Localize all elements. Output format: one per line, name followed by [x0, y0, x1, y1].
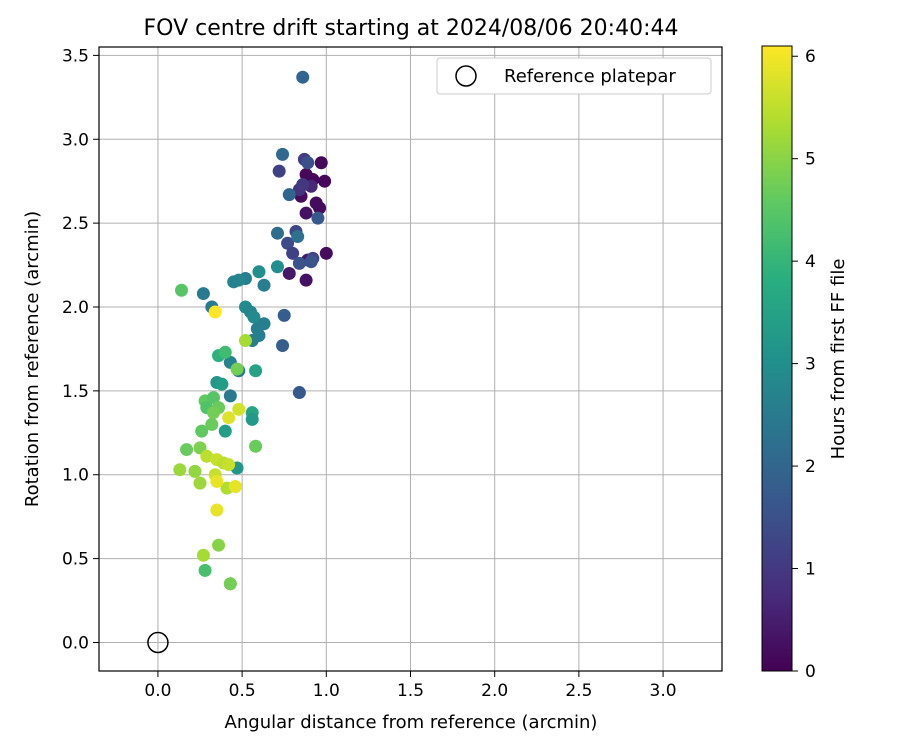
scatter-point [238, 334, 252, 348]
scatter-point [200, 449, 214, 463]
scatter-point [196, 548, 210, 562]
colorbar-tick-label: 4 [805, 252, 816, 272]
legend: Reference platepar [436, 57, 712, 95]
scatter-point [270, 226, 284, 240]
scatter-point [282, 188, 296, 202]
colorbar: 0 1 2 3 4 5 6 Hours from first FF file [761, 45, 849, 682]
scatter-point [205, 417, 219, 431]
y-tick-label: 0.5 [62, 550, 89, 570]
x-axis-label: Angular distance from reference (arcmin) [225, 712, 598, 733]
x-tick-label: 0.5 [229, 681, 256, 701]
legend-box [436, 57, 712, 95]
scatter-point [314, 156, 328, 170]
scatter-point [282, 266, 296, 280]
x-tick-label: 1.0 [313, 681, 340, 701]
scatter-point [195, 424, 209, 438]
scatter-point [270, 260, 284, 274]
scatter-point [232, 402, 246, 416]
scatter-point [222, 411, 236, 425]
scatter-point [208, 305, 222, 319]
scatter-point [223, 577, 237, 591]
scatter-point [193, 476, 207, 490]
scatter-point [257, 278, 271, 292]
y-tick-label: 2.0 [62, 298, 89, 318]
scatter-point [210, 474, 224, 488]
scatter-point [223, 389, 237, 403]
scatter-point [218, 345, 232, 359]
colorbar-tick-label: 6 [805, 47, 816, 67]
scatter-point [252, 265, 266, 279]
scatter-point [196, 287, 210, 301]
y-tick-label: 1.0 [62, 466, 89, 486]
scatter-point [281, 236, 295, 250]
y-axis-ticks: 0.0 0.5 1.0 1.5 2.0 2.5 3.0 3.5 [62, 46, 99, 653]
scatter-point [228, 479, 242, 493]
scatter-point [188, 464, 202, 478]
legend-marker [455, 65, 477, 87]
colorbar-tick-label: 3 [805, 355, 816, 375]
scatter-point [277, 308, 291, 322]
colorbar-tick-label: 0 [805, 662, 816, 682]
scatter-point [272, 164, 286, 178]
scatter-point [299, 206, 313, 220]
scatter-point [212, 538, 226, 552]
scatter-point [230, 362, 244, 376]
scatter-point [247, 310, 261, 324]
scatter-point [173, 463, 187, 477]
legend-label: Reference platepar [504, 66, 676, 87]
scatter-point [215, 377, 229, 391]
reference-platepar-point [147, 631, 169, 654]
scatter-points [173, 70, 333, 591]
scatter-point [319, 246, 333, 260]
scatter-point [292, 256, 306, 270]
x-tick-label: 1.5 [397, 681, 424, 701]
y-tick-label: 3.5 [62, 46, 89, 66]
scatter-point [318, 174, 332, 188]
colorbar-gradient [761, 45, 793, 672]
x-tick-label: 0.0 [144, 681, 171, 701]
scatter-point [180, 443, 194, 457]
scatter-point [313, 201, 327, 215]
chart-title: FOV centre drift starting at 2024/08/06 … [144, 16, 679, 41]
scatter-point [286, 246, 300, 260]
scatter-point [311, 211, 325, 225]
x-tick-label: 3.0 [650, 681, 677, 701]
scatter-point [276, 339, 290, 353]
colorbar-tick-label: 5 [805, 150, 816, 170]
scatter-point [301, 156, 315, 170]
colorbar-ticks: 0 1 2 3 4 5 6 [792, 47, 816, 682]
y-tick-label: 1.5 [62, 382, 89, 402]
x-tick-label: 2.0 [481, 681, 508, 701]
scatter-point [206, 406, 220, 420]
x-axis-ticks: 0.0 0.5 1.0 1.5 2.0 2.5 3.0 [144, 671, 677, 701]
scatter-point [206, 391, 220, 405]
colorbar-tick-label: 1 [805, 560, 816, 580]
y-tick-label: 0.0 [62, 633, 89, 653]
scatter-point [222, 458, 236, 472]
y-axis-label: Rotation from reference (arcmin) [22, 211, 43, 507]
scatter-point [304, 255, 318, 269]
colorbar-label: Hours from first FF file [828, 259, 849, 460]
x-tick-label: 2.5 [565, 681, 592, 701]
scatter-point [227, 275, 241, 289]
scatter-point [198, 563, 212, 577]
scatter-point [299, 273, 313, 287]
scatter-point [249, 364, 263, 378]
scatter-point [276, 147, 290, 161]
y-tick-label: 2.5 [62, 214, 89, 234]
scatter-point [218, 424, 232, 438]
scatter-point [175, 283, 189, 297]
scatter-point [296, 178, 310, 192]
scatter-point [291, 230, 305, 244]
scatter-point [249, 439, 263, 453]
grid-lines [99, 47, 722, 671]
scatter-point [245, 412, 259, 426]
y-tick-label: 3.0 [62, 130, 89, 150]
reference-point-layer [147, 631, 169, 654]
scatter-point [210, 503, 224, 517]
colorbar-tick-label: 2 [805, 457, 816, 477]
scatter-point [296, 70, 310, 84]
scatter-point [292, 386, 306, 400]
